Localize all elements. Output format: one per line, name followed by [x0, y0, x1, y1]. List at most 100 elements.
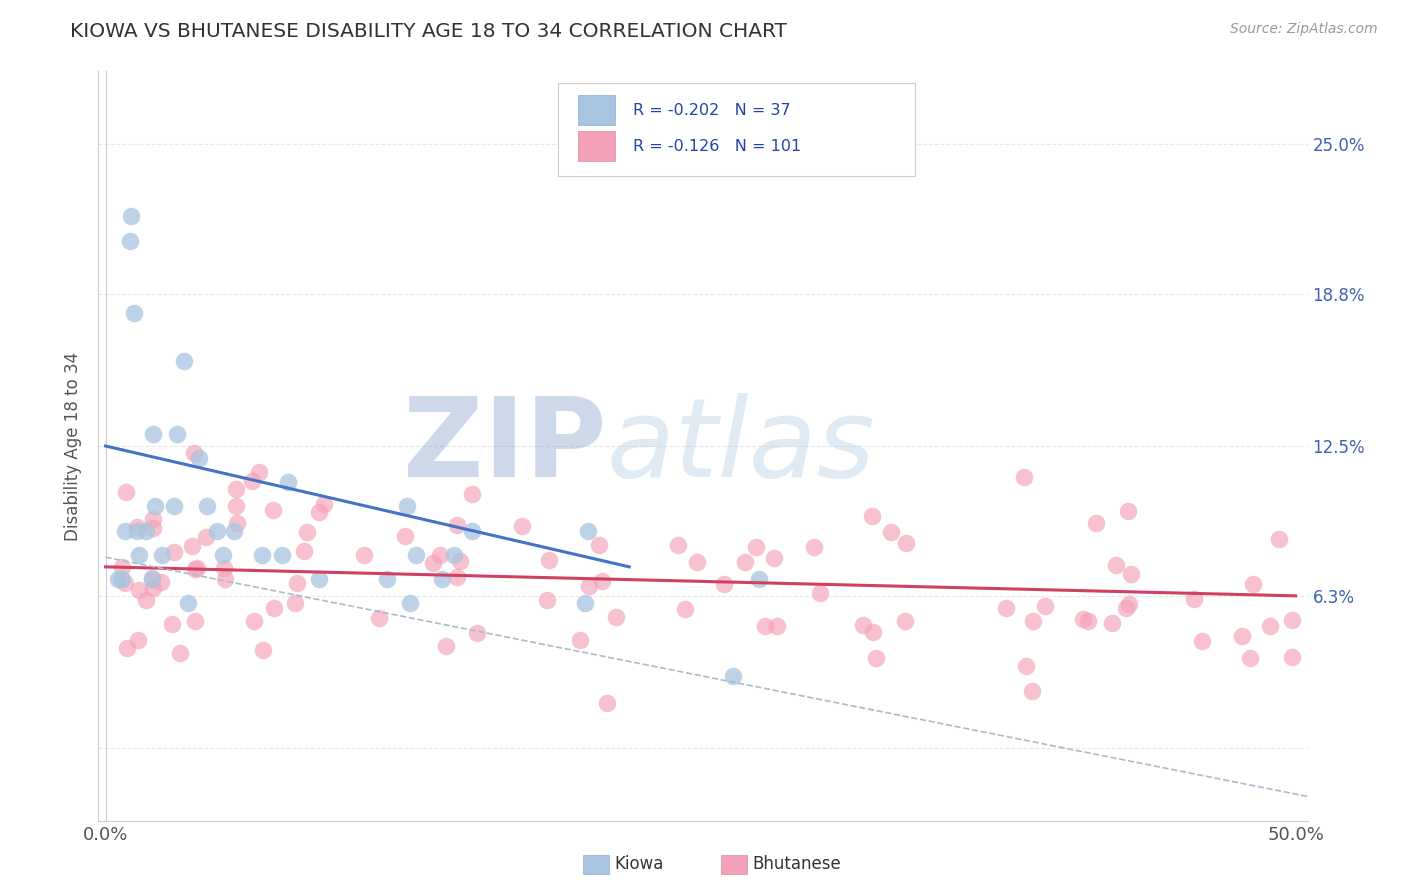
Point — [1116, 504, 1139, 518]
Point — [292, 544, 315, 558]
Point — [568, 632, 591, 647]
Point — [308, 572, 330, 586]
Point — [128, 583, 150, 598]
Point — [183, 446, 205, 460]
Point — [894, 535, 917, 549]
Point — [284, 595, 307, 609]
Point — [226, 516, 249, 530]
Y-axis label: Disability Age 18 to 34: Disability Age 18 to 34 — [65, 351, 83, 541]
Point — [135, 524, 157, 538]
Point — [588, 537, 610, 551]
Point — [446, 518, 468, 533]
Point — [287, 576, 309, 591]
Point — [591, 574, 613, 588]
Point — [114, 484, 136, 499]
Point — [242, 475, 264, 489]
Point — [122, 306, 145, 320]
Point — [295, 524, 318, 539]
Point — [596, 696, 619, 710]
Point — [713, 576, 735, 591]
Point — [1191, 633, 1213, 648]
Point — [173, 354, 195, 368]
Point — [187, 451, 209, 466]
Point — [578, 578, 600, 592]
Point — [184, 615, 207, 629]
Point — [127, 524, 149, 538]
Point — [1105, 558, 1128, 573]
Point — [160, 617, 183, 632]
Point — [766, 619, 789, 633]
Bar — [578, 95, 614, 125]
Point — [1084, 516, 1107, 530]
Point — [443, 548, 465, 562]
Point — [120, 210, 142, 224]
Point — [537, 553, 560, 567]
Point — [754, 619, 776, 633]
Point — [865, 651, 887, 665]
Point — [395, 500, 418, 514]
Point — [353, 548, 375, 562]
Point — [110, 560, 132, 574]
Point — [434, 639, 457, 653]
Point — [142, 512, 165, 526]
Point — [673, 601, 696, 615]
Point — [461, 487, 484, 501]
Point — [225, 482, 247, 496]
Point — [1281, 613, 1303, 627]
Point — [163, 545, 186, 559]
Point — [422, 557, 444, 571]
Point — [225, 499, 247, 513]
Point — [605, 610, 627, 624]
Point — [195, 500, 218, 514]
Point — [128, 548, 150, 562]
Point — [1022, 615, 1045, 629]
Point — [723, 668, 745, 682]
Point — [852, 618, 875, 632]
Point — [1012, 470, 1035, 484]
Point — [449, 554, 471, 568]
Point — [432, 572, 454, 586]
Point — [263, 601, 285, 615]
Point — [734, 555, 756, 569]
Point — [252, 643, 274, 657]
Point — [1033, 599, 1056, 614]
Point — [1230, 629, 1253, 643]
Point — [446, 570, 468, 584]
Point — [247, 465, 270, 479]
Point — [461, 524, 484, 538]
Point — [862, 625, 884, 640]
Point — [181, 539, 204, 553]
Point — [995, 601, 1018, 615]
Point — [745, 540, 768, 554]
Point — [114, 575, 136, 590]
Point — [107, 572, 129, 586]
Point — [142, 581, 165, 595]
Point — [1121, 567, 1143, 582]
Text: Kiowa: Kiowa — [614, 855, 664, 873]
Point — [150, 574, 173, 589]
Text: ZIP: ZIP — [404, 392, 606, 500]
Point — [1118, 598, 1140, 612]
Point — [127, 520, 149, 534]
Point — [666, 538, 689, 552]
Text: Bhutanese: Bhutanese — [752, 855, 841, 873]
Point — [375, 572, 398, 586]
Point — [150, 548, 173, 562]
Point — [1101, 616, 1123, 631]
Text: R = -0.202   N = 37: R = -0.202 N = 37 — [633, 103, 790, 118]
Point — [405, 548, 427, 562]
Point — [763, 551, 786, 566]
Point — [1071, 612, 1094, 626]
Point — [1115, 601, 1137, 615]
Point — [578, 524, 600, 538]
Point — [214, 572, 236, 586]
Point — [1021, 684, 1043, 698]
Point — [262, 503, 284, 517]
Point — [118, 234, 141, 248]
Point — [1241, 577, 1264, 591]
Point — [574, 596, 596, 610]
Point — [536, 593, 558, 607]
Text: atlas: atlas — [606, 392, 875, 500]
Point — [212, 548, 235, 562]
Point — [252, 548, 274, 562]
